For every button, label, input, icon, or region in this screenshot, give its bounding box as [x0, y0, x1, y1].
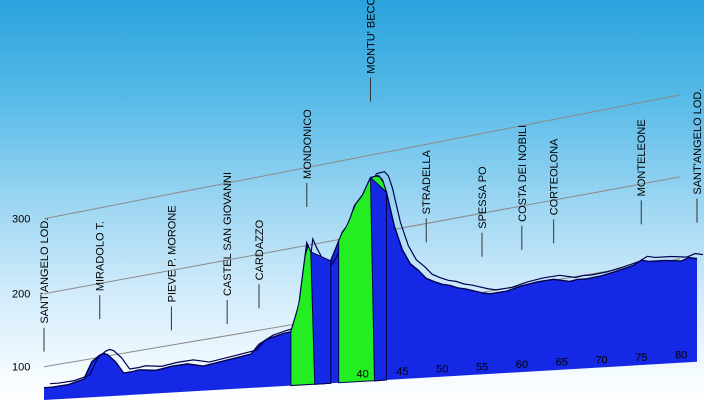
landmark-label-13: SANT'ANGELO LOD.	[692, 89, 704, 195]
landmark-label-2: MIRADOLO T.	[95, 221, 107, 291]
landmark-label-11: CORTEOLONA	[549, 138, 561, 215]
climb-shadow-2	[369, 176, 387, 382]
x-tick-label-40: 40	[357, 368, 369, 380]
landmark-label-6: MONDONICO	[302, 109, 314, 179]
landmark-label-4: CASTEL SAN GIOVANNI	[222, 172, 234, 296]
y-tick-label-100: 100	[12, 362, 30, 374]
climb-shadow-1	[310, 251, 332, 385]
gridline-300	[43, 94, 681, 220]
landmark-label-1: SANT'ANGELO LOD.	[39, 218, 51, 324]
x-tick-label-70: 70	[595, 354, 607, 366]
landmark-label-3: PIEVE P. MORONE	[166, 205, 178, 302]
landmark-label-10: COSTA DEI NOBILI	[517, 125, 529, 222]
landmark-label-12: MONTELEONE	[636, 119, 648, 196]
landmark-label-8: STRADELLA	[421, 149, 433, 214]
x-tick-label-55: 55	[476, 361, 488, 373]
x-tick-label-75: 75	[635, 352, 647, 364]
x-tick-label-65: 65	[556, 357, 568, 369]
x-tick-label-80: 80	[675, 350, 687, 362]
x-tick-label-45: 45	[396, 366, 408, 378]
y-tick-label-200: 200	[12, 289, 30, 301]
landmark-label-9: SPESSA PO	[477, 166, 489, 229]
x-tick-label-60: 60	[516, 359, 528, 371]
x-tick-label-50: 50	[436, 364, 448, 376]
y-tick-label-300: 300	[12, 214, 30, 226]
landmark-label-5: CARDAZZO	[254, 219, 266, 280]
landmark-label-7: MONTU' BECCARIA (R	[366, 0, 378, 74]
